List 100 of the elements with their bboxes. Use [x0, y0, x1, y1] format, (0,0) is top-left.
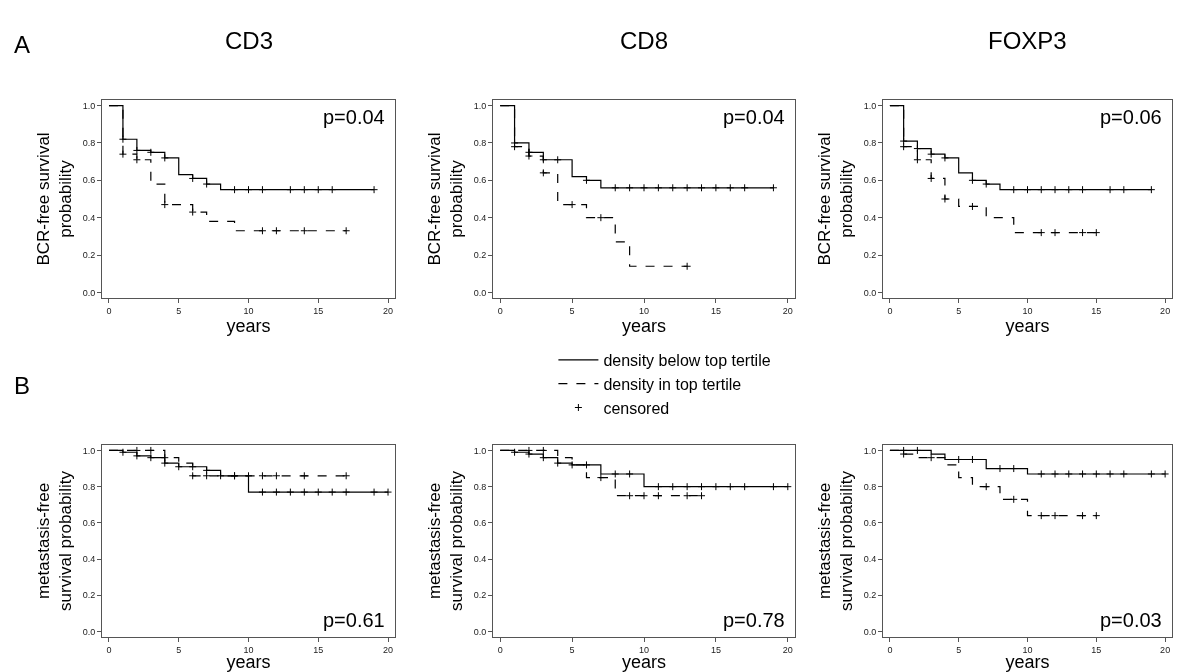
point — [1009, 495, 1018, 504]
point — [582, 460, 591, 469]
y-tick-label: 0.4 — [863, 212, 877, 223]
point — [1147, 469, 1156, 478]
point — [160, 453, 169, 462]
point — [596, 473, 605, 482]
point — [625, 491, 634, 500]
point — [1051, 511, 1060, 520]
point — [1106, 469, 1115, 478]
point — [1078, 469, 1087, 478]
point — [611, 469, 620, 478]
point — [272, 226, 281, 235]
x-tick-label: 15 — [313, 305, 324, 316]
point — [258, 488, 267, 497]
y-tick-label: 1.0 — [473, 100, 487, 111]
point — [1051, 469, 1060, 478]
x-tick-label: 20 — [1160, 305, 1171, 316]
point — [596, 213, 605, 222]
x-tick-label: 10 — [638, 644, 650, 655]
point — [654, 482, 663, 491]
annotation: p=0.04 — [323, 106, 385, 128]
point — [1092, 511, 1101, 520]
x-tick-label: 20 — [383, 644, 394, 655]
point — [553, 459, 562, 468]
point — [342, 226, 351, 235]
point — [1037, 511, 1046, 520]
point — [202, 471, 211, 480]
y-tick-label: 0.4 — [863, 554, 877, 565]
point — [300, 226, 309, 235]
y-tick-label: 0.2 — [82, 250, 96, 261]
point — [188, 471, 197, 480]
y-tick-label: 1.0 — [82, 100, 96, 111]
point — [568, 200, 577, 209]
point — [625, 183, 634, 192]
point — [899, 137, 908, 146]
point — [146, 148, 155, 157]
point — [174, 462, 183, 471]
point — [625, 469, 634, 478]
point — [913, 446, 922, 455]
point — [913, 155, 922, 164]
x-tick-label: 5 — [176, 644, 182, 655]
x-axis-title: years — [1005, 315, 1050, 336]
point — [968, 176, 977, 185]
point — [118, 135, 127, 144]
annotation: p=0.03 — [1100, 609, 1162, 631]
y-tick-label: 0.8 — [863, 481, 877, 492]
x-tick-label: 0 — [887, 305, 893, 316]
y-tick-label: 0.8 — [82, 481, 96, 492]
annotation: p=0.04 — [723, 106, 785, 128]
y-axis-title: BCR-free survival probability — [425, 132, 467, 266]
point — [783, 482, 792, 491]
point — [640, 183, 648, 192]
point — [1078, 511, 1087, 520]
point — [370, 488, 379, 497]
point — [188, 208, 197, 217]
x-tick-label: 10 — [1022, 644, 1033, 655]
annotation: p=0.78 — [723, 609, 785, 631]
point — [510, 448, 519, 457]
point — [258, 471, 267, 480]
y-tick-label: 0.6 — [82, 518, 96, 529]
x-tick-label: 5 — [569, 305, 575, 316]
point — [1064, 185, 1073, 194]
x-tick-label: 15 — [710, 305, 721, 316]
point — [697, 491, 706, 500]
y-tick-label: 1.0 — [473, 445, 487, 456]
point — [539, 168, 548, 177]
y-tick-label: 1.0 — [863, 100, 877, 111]
point — [272, 488, 281, 497]
point — [188, 462, 197, 471]
point — [1009, 464, 1018, 473]
point — [524, 446, 533, 455]
point — [539, 453, 548, 462]
y-tick-label: 0.6 — [473, 175, 487, 186]
x-axis-title: years — [621, 652, 667, 672]
x-tick-label: 20 — [1160, 644, 1171, 655]
point — [553, 155, 562, 164]
point — [160, 153, 169, 162]
point — [982, 482, 991, 491]
point — [539, 446, 548, 455]
point — [1119, 185, 1128, 194]
point — [1078, 185, 1087, 194]
y-tick-label: 0.2 — [863, 250, 877, 261]
point — [1106, 185, 1115, 194]
y-tick-label: 0.8 — [473, 481, 487, 492]
y-tick-label: 0.0 — [473, 626, 487, 637]
point — [611, 183, 620, 192]
point — [1092, 469, 1101, 478]
y-tick-label: 1.0 — [863, 445, 877, 456]
x-axis-title: years — [226, 315, 271, 336]
y-tick-label: 0.4 — [473, 554, 487, 565]
point — [314, 185, 323, 194]
x-tick-label: 0 — [887, 644, 893, 655]
x-tick-label: 20 — [782, 305, 793, 316]
x-axis-title: years — [1005, 652, 1050, 672]
point — [726, 482, 735, 491]
point — [740, 482, 749, 491]
point — [668, 482, 677, 491]
point — [202, 180, 211, 189]
point — [1037, 228, 1046, 237]
x-tick-label: 15 — [710, 644, 721, 655]
